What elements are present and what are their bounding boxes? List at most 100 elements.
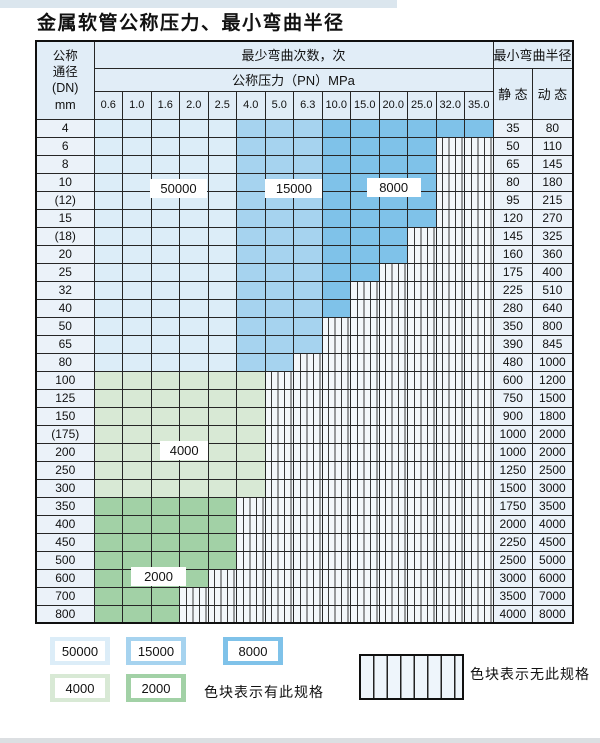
spec-cell-4000: [93, 370, 123, 390]
spec-cell-50000: [179, 280, 209, 300]
legend-swatch-15000: 15000: [126, 637, 186, 665]
static-radius-cell: 900: [492, 406, 534, 426]
spec-cell-2000: [179, 532, 209, 552]
no-spec-cell: [293, 586, 323, 606]
spec-cell-50000: [93, 190, 123, 210]
spec-cell-50000: [150, 208, 180, 228]
spec-cell-15000: [293, 136, 323, 156]
spec-cell-50000: [179, 352, 209, 372]
no-spec-cell: [378, 280, 408, 300]
spec-cell-4000: [236, 442, 266, 462]
spec-cell-50000: [207, 172, 237, 192]
dn-cell: 8: [35, 154, 95, 174]
spec-cell-4000: [236, 478, 266, 498]
dynamic-radius-cell: 800: [532, 316, 574, 336]
pressure-col-header: 35.0: [464, 90, 494, 120]
no-spec-cell: [407, 280, 437, 300]
spec-cell-4000: [122, 442, 152, 462]
spec-cell-50000: [150, 244, 180, 264]
no-spec-cell: [321, 586, 351, 606]
dn-row-8: 8 65 145: [35, 154, 574, 174]
legend-available-text: 色块表示有此规格: [204, 684, 324, 700]
no-spec-cell: [464, 280, 494, 300]
spec-cell-50000: [179, 208, 209, 228]
no-spec-cell: [321, 424, 351, 444]
no-spec-cell: [464, 496, 494, 516]
no-spec-cell: [293, 496, 323, 516]
bottom-strip: [0, 738, 600, 743]
no-spec-cell: [321, 550, 351, 570]
dynamic-column-header: 动 态: [532, 67, 574, 120]
no-spec-cell: [407, 262, 437, 282]
spec-cell-4000: [236, 460, 266, 480]
dynamic-radius-cell: 325: [532, 226, 574, 246]
spec-cell-4000: [179, 388, 209, 408]
no-spec-cell: [464, 334, 494, 354]
spec-cell-50000: [93, 244, 123, 264]
no-spec-cell: [378, 388, 408, 408]
no-spec-cell: [407, 352, 437, 372]
spec-cell-15000: [264, 280, 294, 300]
dn-row-400: 400 2000 4000: [35, 514, 574, 534]
dn-cell: 400: [35, 514, 95, 534]
no-spec-cell: [293, 388, 323, 408]
spec-cell-50000: [207, 280, 237, 300]
no-spec-cell: [407, 334, 437, 354]
spec-cell-4000: [93, 478, 123, 498]
no-spec-cell: [435, 208, 465, 228]
dynamic-radius-cell: 6000: [532, 568, 574, 588]
spec-cell-50000: [207, 208, 237, 228]
no-spec-cell: [293, 478, 323, 498]
no-spec-cell: [435, 460, 465, 480]
no-spec-cell: [264, 406, 294, 426]
spec-cell-4000: [150, 406, 180, 426]
spec-cell-50000: [207, 226, 237, 246]
static-column-header: 静 态: [492, 67, 534, 120]
no-spec-cell: [435, 370, 465, 390]
no-spec-cell: [350, 604, 380, 624]
no-spec-cell: [407, 478, 437, 498]
no-spec-cell: [207, 568, 237, 588]
dn-row-65: 65 390 845: [35, 334, 574, 354]
spec-cell-50000: [150, 316, 180, 336]
no-spec-cell: [321, 532, 351, 552]
dn-row-12: (12) 95 215: [35, 190, 574, 210]
no-spec-cell: [407, 514, 437, 534]
spec-cell-2000: [207, 532, 237, 552]
dn-row-50: 50 350 800: [35, 316, 574, 336]
spec-cell-50000: [93, 352, 123, 372]
spec-cell-15000: [236, 352, 266, 372]
pressure-col-header: 2.0: [179, 90, 209, 120]
no-spec-cell: [435, 334, 465, 354]
legend-swatch-4000: 4000: [50, 674, 110, 702]
spec-cell-4000: [122, 370, 152, 390]
static-radius-cell: 3500: [492, 586, 534, 606]
spec-cell-2000: [150, 604, 180, 624]
spec-cell-4000: [150, 460, 180, 480]
dn-row-600: 600 3000 6000: [35, 568, 574, 588]
spec-cell-50000: [122, 280, 152, 300]
no-spec-cell: [179, 604, 209, 624]
spec-cell-8000: [350, 262, 380, 282]
dynamic-radius-cell: 4000: [532, 514, 574, 534]
spec-cell-50000: [122, 190, 152, 210]
spec-cell-50000: [122, 352, 152, 372]
no-spec-cell: [407, 604, 437, 624]
spec-cell-50000: [179, 244, 209, 264]
no-spec-cell: [435, 586, 465, 606]
no-spec-cell: [378, 298, 408, 318]
static-radius-cell: 1750: [492, 496, 534, 516]
no-spec-cell: [236, 514, 266, 534]
spec-cell-2000: [93, 604, 123, 624]
spec-cell-2000: [122, 604, 152, 624]
dn-row-25: 25 175 400: [35, 262, 574, 282]
no-spec-cell: [435, 154, 465, 174]
dn-cell: 4: [35, 118, 95, 138]
no-spec-cell: [350, 532, 380, 552]
no-spec-cell: [464, 604, 494, 624]
no-spec-cell: [264, 388, 294, 408]
no-spec-cell: [435, 190, 465, 210]
spec-cell-8000: [321, 280, 351, 300]
spec-cell-50000: [179, 262, 209, 282]
spec-cell-2000: [93, 568, 123, 588]
